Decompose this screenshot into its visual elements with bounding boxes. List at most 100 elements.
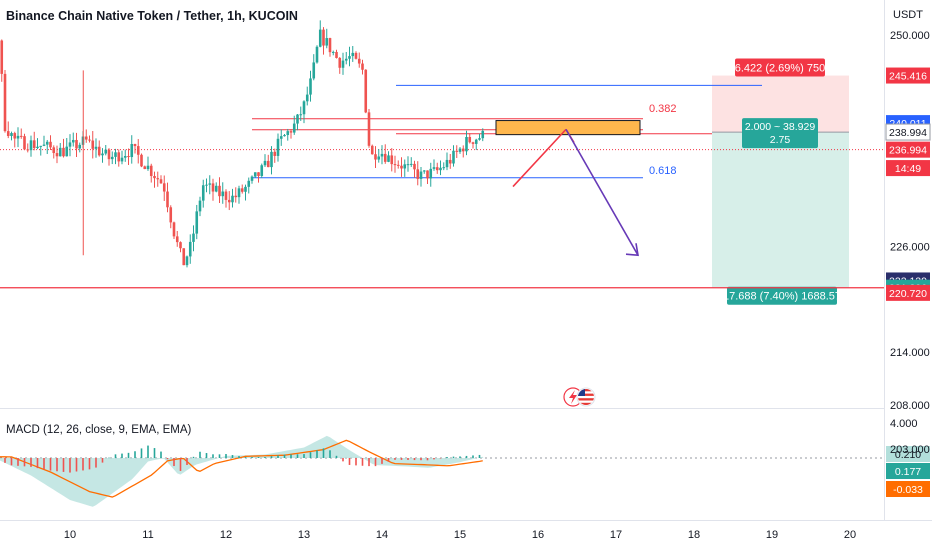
candle-body: [429, 168, 433, 179]
macd-value-tag: 0.177: [886, 463, 930, 479]
candle: [88, 135, 91, 143]
candle-body: [117, 152, 121, 162]
candle: [143, 165, 147, 170]
candle: [279, 129, 283, 146]
ratio-sub: 2.75: [770, 134, 791, 146]
candle: [214, 182, 218, 193]
candle-body: [71, 139, 75, 143]
candle: [244, 184, 247, 201]
candle-body: [162, 183, 166, 192]
candle-body: [114, 152, 117, 157]
candle-body: [185, 256, 189, 266]
candle: [435, 162, 439, 174]
macd-hist-bar: [335, 455, 338, 458]
macd-hist-bar: [4, 458, 6, 463]
candle-body: [198, 200, 202, 212]
candle-body: [153, 176, 156, 179]
candle: [390, 148, 394, 172]
candle-body: [364, 69, 368, 113]
candle-body: [409, 163, 413, 165]
candle: [439, 160, 442, 176]
macd-hist-bar: [17, 458, 19, 466]
macd-hist-bar: [413, 458, 416, 461]
candle-body: [354, 52, 358, 59]
candle: [10, 131, 13, 141]
candle-body: [65, 146, 69, 157]
candle-body: [107, 149, 111, 160]
candle: [426, 170, 429, 185]
candle: [367, 109, 371, 148]
candle: [377, 149, 381, 163]
candle: [218, 177, 221, 204]
candle-body: [253, 172, 257, 177]
x-tick-label: 16: [532, 529, 544, 541]
candle: [481, 128, 485, 142]
macd-hist-bar: [439, 458, 442, 459]
candle: [149, 163, 153, 183]
candle: [452, 145, 455, 167]
candle-body: [19, 135, 23, 137]
macd-hist-bar: [75, 458, 78, 472]
candle-body: [140, 154, 143, 167]
candle: [325, 28, 329, 49]
candle: [292, 115, 296, 135]
candle: [127, 148, 130, 166]
candle-body: [279, 136, 283, 139]
candle-body: [101, 153, 104, 156]
trend-up-line: [512, 128, 567, 188]
macd-hist-bar: [329, 450, 331, 458]
candle: [429, 162, 433, 187]
candle: [120, 150, 124, 165]
candle-body: [299, 114, 303, 116]
candle-body: [471, 142, 475, 144]
price-tag-bg: [886, 160, 930, 177]
candle-body: [159, 179, 163, 184]
projection-arrow: [565, 128, 639, 256]
candle: [474, 138, 478, 151]
macd-hist-bar: [355, 458, 357, 466]
supply-zone: [495, 120, 641, 136]
macd-hist-bar: [348, 458, 351, 465]
candle-body: [276, 138, 280, 156]
macd-hist-bar: [472, 455, 474, 458]
x-tick-label: 10: [64, 529, 76, 541]
us-flag-icon[interactable]: [576, 387, 596, 407]
candle-body: [283, 135, 286, 137]
macd-y-tick: 4.000: [890, 418, 918, 430]
macd-hist-bar: [244, 457, 247, 458]
candle-body: [91, 140, 95, 149]
candle: [117, 149, 121, 167]
macd-hist-bar: [95, 458, 97, 468]
candle-body: [439, 167, 442, 171]
macd-hist-bar: [283, 454, 286, 458]
candle-body: [214, 185, 218, 192]
candle-body: [273, 151, 277, 156]
candle: [26, 143, 30, 153]
candle: [370, 144, 374, 155]
macd-hist-bar: [400, 458, 403, 460]
candle-body: [16, 135, 20, 139]
candle-body: [10, 133, 13, 136]
candle: [253, 172, 257, 178]
candle: [195, 204, 199, 240]
macd-hist-bar: [251, 457, 253, 458]
macd-hist-bar: [374, 458, 377, 467]
candle: [383, 144, 387, 164]
candle: [276, 133, 280, 162]
candle-body: [302, 101, 306, 115]
reward-label: 17.688 (7.40%) 1688.57: [723, 291, 841, 303]
candle: [153, 171, 156, 188]
macd-value-bg: [886, 446, 930, 462]
candle: [97, 140, 101, 157]
macd-hist-bar: [446, 457, 448, 458]
candle: [133, 143, 137, 154]
candle-body: [97, 146, 101, 156]
candle-body: [0, 40, 4, 74]
candle: [471, 141, 475, 149]
reward-zone: [712, 132, 849, 288]
price-tag-label: 236.994: [889, 145, 927, 157]
candle: [234, 187, 238, 203]
candle: [146, 156, 150, 171]
candle-body: [29, 140, 33, 151]
